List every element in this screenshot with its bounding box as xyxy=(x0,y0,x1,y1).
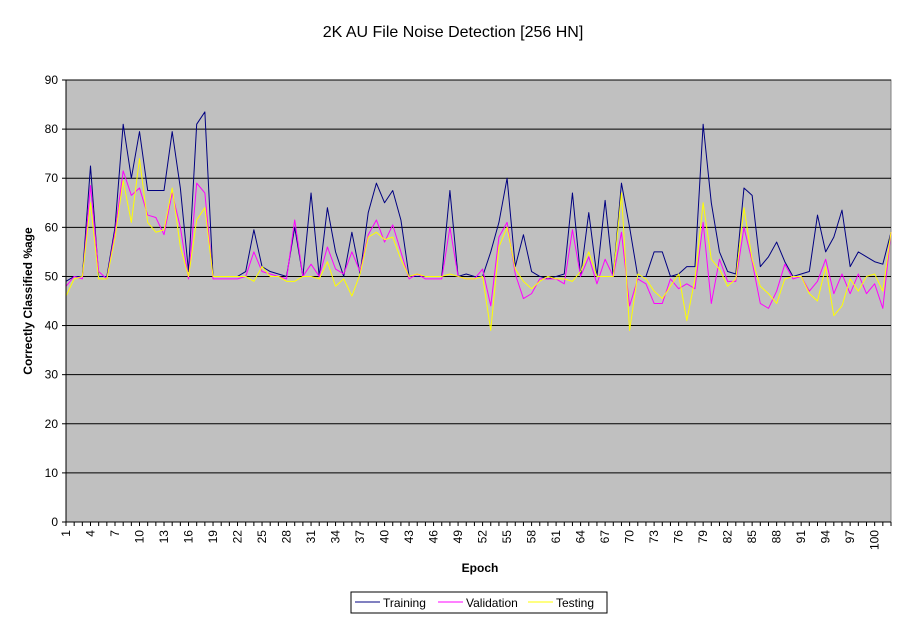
x-tick-label: 88 xyxy=(770,530,784,544)
series-lines xyxy=(65,111,892,331)
y-tick-label: 70 xyxy=(45,171,59,185)
x-tick-label: 19 xyxy=(206,530,220,544)
x-tick-label: 52 xyxy=(476,530,490,544)
y-tick-label: 10 xyxy=(45,466,59,480)
x-tick-label: 10 xyxy=(133,530,147,544)
x-tick-label: 61 xyxy=(549,530,563,544)
x-tick-label: 82 xyxy=(721,530,735,544)
x-tick-label: 25 xyxy=(255,530,269,544)
x-tick-label: 46 xyxy=(427,530,441,544)
legend-label-training: Training xyxy=(383,596,426,610)
y-tick-label: 50 xyxy=(45,269,59,283)
x-tick-label: 76 xyxy=(672,530,686,544)
x-tick-label: 58 xyxy=(525,530,539,544)
x-tick-label: 85 xyxy=(745,530,759,544)
x-tick-label: 91 xyxy=(794,530,808,544)
chart-title: 2K AU File Noise Detection [256 HN] xyxy=(323,24,584,41)
x-tick-label: 49 xyxy=(451,530,465,544)
x-tick-label: 100 xyxy=(868,530,882,550)
x-tick-label: 16 xyxy=(182,530,196,544)
y-axis-label: Correctly Classified %age xyxy=(21,227,35,375)
x-tick-label: 67 xyxy=(598,530,612,544)
legend-box xyxy=(350,591,608,614)
x-tick-label: 79 xyxy=(696,530,710,544)
x-tick-label: 13 xyxy=(157,530,171,544)
legend-label-validation: Validation xyxy=(466,596,518,610)
y-tick-label: 90 xyxy=(45,73,59,87)
x-tick-label: 55 xyxy=(500,530,514,544)
x-tick-label: 7 xyxy=(108,530,122,537)
legend-label-testing: Testing xyxy=(556,596,594,610)
x-tick-label: 64 xyxy=(574,530,588,544)
y-axis-ticks: 0 10 20 30 40 50 60 70 80 90 xyxy=(45,73,66,529)
y-tick-label: 20 xyxy=(45,417,59,431)
x-tick-label: 97 xyxy=(843,530,857,544)
plot-area xyxy=(65,79,892,523)
x-axis-ticks: 1 4 7 10 13 16 19 22 25 28 31 34 37 40 43 46 49 52 55 58 61 6… xyxy=(59,522,892,550)
x-tick-label: 1 xyxy=(59,530,73,537)
x-tick-label: 43 xyxy=(402,530,416,544)
legend: Training Validation Testing xyxy=(350,591,608,614)
x-tick-label: 4 xyxy=(84,530,98,537)
series-line-validation xyxy=(65,170,892,309)
y-tick-label: 80 xyxy=(45,122,59,136)
x-tick-label: 34 xyxy=(329,530,343,544)
series-line-training xyxy=(65,111,892,282)
x-tick-label: 40 xyxy=(378,530,392,544)
x-tick-label: 37 xyxy=(353,530,367,544)
x-tick-label: 31 xyxy=(304,530,318,544)
x-axis-label: Epoch xyxy=(462,561,499,575)
y-tick-label: 40 xyxy=(45,319,59,333)
x-tick-label: 22 xyxy=(231,530,245,544)
x-tick-label: 28 xyxy=(280,530,294,544)
y-tick-label: 0 xyxy=(51,515,58,529)
x-tick-label: 94 xyxy=(819,530,833,544)
y-tick-label: 30 xyxy=(45,368,59,382)
x-tick-label: 70 xyxy=(623,530,637,544)
y-tick-label: 60 xyxy=(45,220,59,234)
x-tick-label: 73 xyxy=(647,530,661,544)
series-line-testing xyxy=(65,158,892,331)
